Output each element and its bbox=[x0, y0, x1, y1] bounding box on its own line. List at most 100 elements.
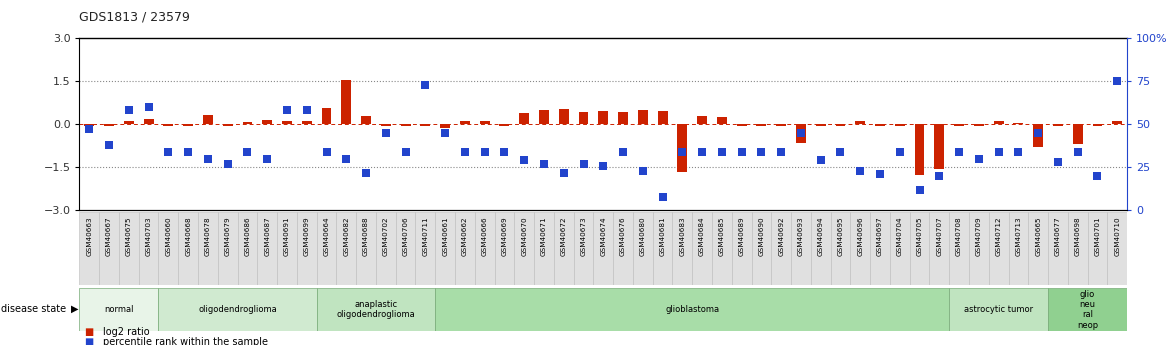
Point bbox=[515, 158, 534, 163]
Point bbox=[218, 161, 237, 167]
Text: GSM40673: GSM40673 bbox=[580, 217, 586, 256]
Bar bbox=[79, 212, 99, 285]
Point bbox=[910, 187, 929, 193]
Bar bbox=[815, 124, 826, 126]
Bar bbox=[653, 212, 673, 285]
Bar bbox=[677, 124, 687, 171]
Text: glio
neu
ral
neop: glio neu ral neop bbox=[1077, 289, 1098, 330]
Text: GSM40711: GSM40711 bbox=[423, 217, 429, 256]
Text: GSM40697: GSM40697 bbox=[877, 217, 883, 256]
Text: ■: ■ bbox=[84, 337, 93, 345]
Text: ■: ■ bbox=[84, 327, 93, 337]
Bar bbox=[974, 124, 983, 126]
Text: GSM40704: GSM40704 bbox=[897, 217, 903, 256]
Text: GSM40688: GSM40688 bbox=[363, 217, 369, 256]
Bar bbox=[376, 212, 396, 285]
Bar bbox=[811, 212, 830, 285]
Text: GSM40678: GSM40678 bbox=[204, 217, 211, 256]
Bar bbox=[164, 124, 173, 126]
Text: GSM40703: GSM40703 bbox=[146, 217, 152, 256]
Bar bbox=[99, 212, 119, 285]
Bar bbox=[361, 116, 371, 124]
Text: astrocytic tumor: astrocytic tumor bbox=[964, 305, 1034, 314]
Bar bbox=[494, 212, 514, 285]
Bar bbox=[179, 212, 199, 285]
Point bbox=[890, 149, 909, 155]
Bar bbox=[1107, 212, 1127, 285]
Point bbox=[712, 149, 731, 155]
Point bbox=[475, 149, 494, 155]
Text: GSM40683: GSM40683 bbox=[680, 217, 686, 256]
Bar bbox=[712, 212, 732, 285]
Text: GSM40699: GSM40699 bbox=[304, 217, 310, 256]
Text: GSM40687: GSM40687 bbox=[264, 217, 270, 256]
Bar bbox=[84, 124, 95, 126]
Point bbox=[258, 156, 277, 161]
Bar bbox=[797, 124, 806, 143]
Text: GSM40691: GSM40691 bbox=[284, 217, 290, 256]
Bar bbox=[554, 212, 573, 285]
Point bbox=[456, 149, 474, 155]
Text: GSM40664: GSM40664 bbox=[324, 217, 329, 256]
Bar bbox=[460, 121, 470, 124]
Text: disease state: disease state bbox=[1, 304, 67, 314]
Text: anaplastic
oligodendroglioma: anaplastic oligodendroglioma bbox=[336, 300, 416, 319]
Text: GSM40706: GSM40706 bbox=[403, 217, 409, 256]
Bar bbox=[1068, 212, 1087, 285]
Point bbox=[535, 161, 554, 167]
Point bbox=[832, 149, 850, 155]
Point bbox=[812, 158, 830, 163]
Bar bbox=[416, 212, 436, 285]
Bar bbox=[119, 212, 139, 285]
Bar bbox=[440, 124, 450, 128]
Text: GSM40710: GSM40710 bbox=[1114, 217, 1120, 256]
Text: oligodendroglioma: oligodendroglioma bbox=[199, 305, 277, 314]
Bar bbox=[890, 212, 910, 285]
Text: GSM40705: GSM40705 bbox=[917, 217, 923, 256]
Point bbox=[199, 156, 217, 161]
Bar bbox=[243, 122, 252, 124]
Point bbox=[79, 127, 98, 132]
Point bbox=[119, 108, 138, 113]
Bar bbox=[618, 112, 628, 124]
Text: GSM40707: GSM40707 bbox=[937, 217, 943, 256]
Text: GSM40676: GSM40676 bbox=[620, 217, 626, 256]
Bar bbox=[396, 212, 416, 285]
Point bbox=[693, 149, 711, 155]
Text: GSM40682: GSM40682 bbox=[343, 217, 349, 256]
Point bbox=[593, 163, 612, 168]
Bar bbox=[757, 124, 766, 126]
Text: GSM40672: GSM40672 bbox=[561, 217, 566, 256]
Bar bbox=[341, 80, 352, 124]
Bar bbox=[1048, 288, 1127, 331]
Point bbox=[99, 142, 118, 148]
Bar bbox=[520, 113, 529, 124]
Bar bbox=[969, 212, 989, 285]
Point bbox=[318, 149, 336, 155]
Text: GSM40694: GSM40694 bbox=[818, 217, 823, 256]
Text: GSM40712: GSM40712 bbox=[995, 217, 1002, 256]
Text: glioblastoma: glioblastoma bbox=[665, 305, 719, 314]
Bar bbox=[1072, 124, 1083, 144]
Bar bbox=[673, 212, 693, 285]
Bar bbox=[895, 124, 905, 126]
Point bbox=[139, 104, 158, 110]
Bar bbox=[771, 212, 791, 285]
Bar bbox=[217, 212, 237, 285]
Bar bbox=[875, 124, 885, 126]
Bar bbox=[751, 212, 771, 285]
Text: normal: normal bbox=[104, 305, 133, 314]
Text: GSM40675: GSM40675 bbox=[126, 217, 132, 256]
Point bbox=[555, 170, 573, 175]
Bar bbox=[456, 212, 474, 285]
Point bbox=[851, 168, 870, 174]
Bar bbox=[139, 212, 159, 285]
Bar bbox=[737, 124, 746, 126]
Text: GSM40677: GSM40677 bbox=[1055, 217, 1061, 256]
Point bbox=[870, 171, 889, 177]
Point bbox=[950, 149, 968, 155]
Bar bbox=[203, 115, 213, 124]
Point bbox=[575, 161, 593, 167]
Text: GSM40679: GSM40679 bbox=[224, 217, 231, 256]
Point bbox=[772, 149, 791, 155]
